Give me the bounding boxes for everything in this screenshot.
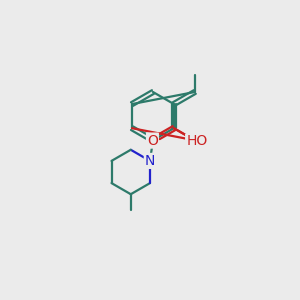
Text: O: O	[189, 133, 200, 147]
Text: HO: HO	[186, 134, 207, 148]
Text: N: N	[145, 154, 155, 168]
Text: O: O	[147, 134, 158, 148]
